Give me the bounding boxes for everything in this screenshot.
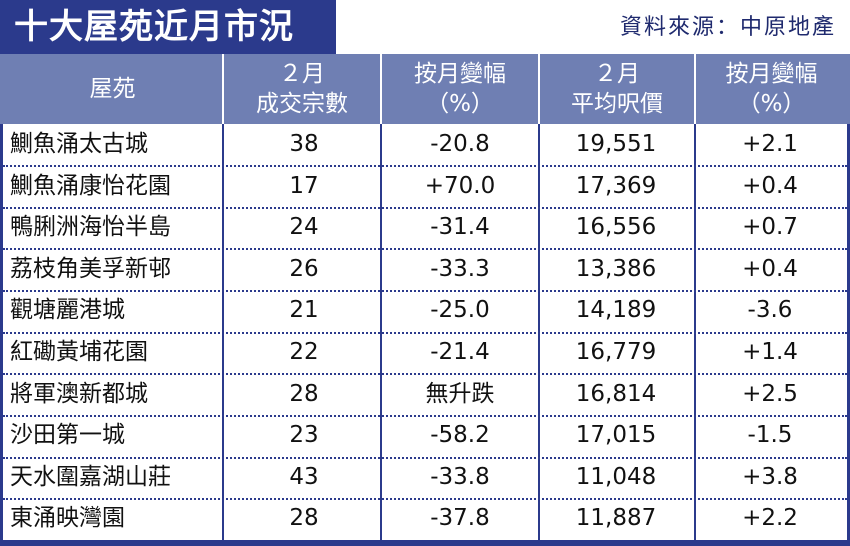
row-estate: 鰂魚涌康怡花園: [10, 172, 171, 199]
header-estate-line1: 屋苑: [89, 76, 136, 102]
row-txn-change: -20.8: [430, 131, 490, 157]
row-price-change: +2.1: [742, 131, 798, 157]
row-transactions: 17: [289, 172, 319, 199]
header-avg-price: ２月 平均呎價: [540, 54, 694, 124]
header-price-change-line2: （%）: [737, 91, 806, 117]
header-divider: [538, 54, 540, 124]
page-title: 十大屋苑近月市況: [14, 7, 294, 47]
row-estate: 天水圍嘉湖山莊: [10, 463, 171, 490]
row-divider: [3, 373, 847, 375]
row-txn-change: -21.4: [430, 339, 490, 365]
row-avg-price: 19,551: [575, 131, 657, 157]
header-txn-change: 按月變幅 （%）: [382, 54, 538, 124]
header-price-change: 按月變幅 （%）: [696, 54, 847, 124]
header-transactions-line2: 成交宗數: [256, 91, 348, 117]
title-box: 十大屋苑近月市況: [0, 0, 336, 54]
row-txn-change: -25.0: [430, 297, 490, 324]
row-estate: 荔枝角美孚新邨: [10, 255, 171, 282]
header-price-change-line1: 按月變幅: [725, 61, 818, 87]
row-price-change: +0.4: [742, 255, 798, 282]
header-txn-change-line2: （%）: [426, 91, 494, 117]
header-divider: [222, 54, 224, 124]
row-transactions: 43: [289, 463, 319, 490]
row-divider: [3, 332, 847, 334]
row-txn-change: -33.8: [430, 463, 490, 490]
row-avg-price: 17,015: [575, 422, 657, 449]
row-estate: 紅磡黃埔花園: [10, 339, 148, 365]
row-txn-change: -58.2: [430, 422, 490, 449]
row-estate: 將軍澳新都城: [10, 380, 148, 407]
row-estate: 沙田第一城: [10, 422, 125, 449]
row-price-change: +3.8: [742, 463, 798, 490]
row-price-change: -1.5: [747, 422, 793, 449]
header-divider: [380, 54, 382, 124]
row-divider: [3, 165, 847, 167]
row-transactions: 28: [289, 380, 319, 407]
row-divider: [3, 457, 847, 459]
row-avg-price: 16,779: [575, 339, 657, 365]
row-avg-price: 13,386: [575, 255, 657, 282]
source-note: 資料來源：中原地產: [619, 15, 836, 40]
row-divider: [3, 415, 847, 417]
row-txn-change: -31.4: [430, 214, 490, 241]
row-price-change: -3.6: [747, 297, 793, 324]
header-estate: 屋苑: [3, 54, 222, 124]
row-price-change: +1.4: [742, 339, 798, 365]
row-price-change: +0.7: [742, 214, 798, 241]
row-divider: [3, 290, 847, 292]
row-estate: 東涌映灣園: [10, 505, 125, 532]
table-header: [0, 54, 850, 124]
header-divider: [694, 54, 696, 124]
row-txn-change: -33.3: [430, 255, 490, 282]
row-avg-price: 14,189: [575, 297, 657, 324]
row-price-change: +2.5: [742, 380, 798, 407]
row-estate: 觀塘麗港城: [10, 297, 125, 324]
row-divider: [3, 248, 847, 250]
header-transactions: ２月 成交宗數: [224, 54, 380, 124]
row-avg-price: 11,887: [575, 505, 657, 532]
row-price-change: +0.4: [742, 172, 798, 199]
row-avg-price: 16,814: [575, 380, 657, 407]
row-transactions: 26: [289, 255, 319, 282]
row-transactions: 22: [289, 339, 319, 365]
row-estate: 鴨脷洲海怡半島: [10, 214, 171, 241]
row-divider: [3, 498, 847, 500]
row-txn-change: -37.8: [430, 505, 490, 532]
row-avg-price: 17,369: [575, 172, 657, 199]
row-avg-price: 16,556: [575, 214, 657, 241]
header-txn-change-line1: 按月變幅: [414, 61, 506, 87]
row-transactions: 23: [289, 422, 319, 449]
row-txn-change: +70.0: [424, 172, 496, 199]
row-estate: 鰂魚涌太古城: [10, 131, 148, 157]
row-transactions: 21: [289, 297, 319, 324]
header-avg-price-line2: 平均呎價: [571, 91, 663, 117]
title-bar: 十大屋苑近月市況 資料來源：中原地產: [0, 0, 850, 54]
row-txn-change: 無升跌: [425, 380, 495, 407]
bottom-border: [0, 540, 850, 546]
row-transactions: 38: [289, 131, 319, 157]
header-avg-price-line1: ２月: [594, 61, 640, 87]
row-avg-price: 11,048: [575, 463, 657, 490]
header-transactions-line1: ２月: [279, 61, 325, 87]
row-transactions: 28: [289, 505, 319, 532]
row-divider: [3, 207, 847, 209]
row-transactions: 24: [289, 214, 319, 241]
row-price-change: +2.2: [742, 505, 798, 532]
